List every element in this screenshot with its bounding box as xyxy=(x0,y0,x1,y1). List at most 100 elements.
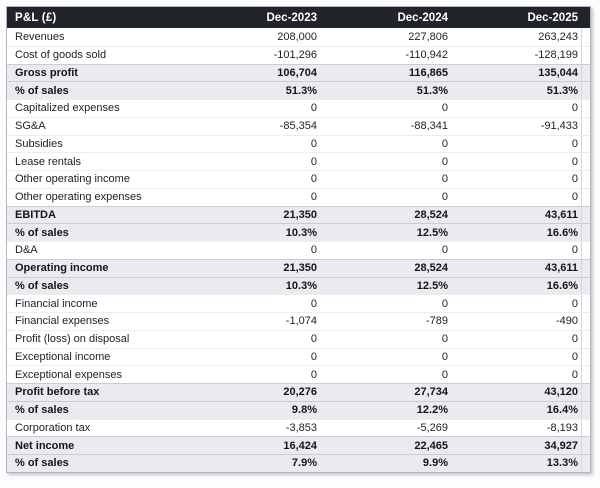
row-label: % of sales xyxy=(15,84,69,97)
cell-value: 0 xyxy=(310,102,317,115)
table-row: SG&A -85,354 -88,341 -91,433 xyxy=(7,116,590,135)
cell-value: 0 xyxy=(571,191,578,204)
cell-value: 10.3% xyxy=(285,226,317,239)
row-spacer xyxy=(581,437,590,454)
cell-value: 0 xyxy=(310,297,317,310)
column-header-dec-2024: Dec-2024 xyxy=(397,11,448,24)
cell-value: 43,611 xyxy=(544,262,578,275)
cell-value: -128,199 xyxy=(534,49,578,62)
cell-value: 0 xyxy=(310,368,317,381)
table-row: Other operating expenses 0 0 0 xyxy=(7,187,590,206)
cell-value: 208,000 xyxy=(277,30,317,43)
row-spacer xyxy=(581,384,590,401)
cell-value: 0 xyxy=(310,191,317,204)
table-row: Capitalized expenses 0 0 0 xyxy=(7,99,590,117)
table-title: P&L (£) xyxy=(15,11,57,24)
cell-value: 0 xyxy=(571,244,578,257)
cell-value: 7.9% xyxy=(291,457,317,470)
cell-value: 0 xyxy=(441,244,448,257)
cell-value: 27,734 xyxy=(414,386,448,399)
row-spacer xyxy=(581,224,590,241)
row-spacer xyxy=(581,242,590,259)
cell-value: 21,350 xyxy=(283,208,317,221)
cell-value: 16.4% xyxy=(546,404,578,417)
cell-value: 0 xyxy=(571,297,578,310)
cell-value: -85,354 xyxy=(279,120,317,133)
row-spacer xyxy=(581,153,590,170)
row-spacer xyxy=(581,366,590,383)
cell-value: 21,350 xyxy=(283,262,317,275)
row-label: % of sales xyxy=(15,226,69,239)
cell-value: 28,524 xyxy=(414,262,448,275)
cell-value: 116,865 xyxy=(408,66,448,79)
pnl-forecast-table: P&L (£) Dec-2023 Dec-2024 Dec-2025 Reven… xyxy=(6,6,591,473)
cell-value: -3,853 xyxy=(285,421,317,434)
row-spacer xyxy=(581,419,590,437)
row-label: Financial income xyxy=(15,297,98,310)
table-row: % of sales 10.3% 12.5% 16.6% xyxy=(7,223,590,241)
cell-value: 106,704 xyxy=(277,66,317,79)
column-header-dec-2025: Dec-2025 xyxy=(527,11,578,24)
cell-value: 12.2% xyxy=(416,404,448,417)
cell-value: 13.3% xyxy=(546,457,578,470)
row-label: EBITDA xyxy=(15,208,56,221)
row-spacer xyxy=(581,259,590,277)
cell-value: -490 xyxy=(555,315,578,328)
row-label: Exceptional expenses xyxy=(15,368,123,381)
row-spacer xyxy=(581,206,590,224)
row-spacer xyxy=(581,82,590,99)
table-row: Profit (loss) on disposal 0 0 0 xyxy=(7,329,590,348)
table-row: % of sales 7.9% 9.9% 13.3% xyxy=(7,454,590,472)
table-row: Corporation tax -3,853 -5,269 -8,193 xyxy=(7,418,590,437)
cell-value: 0 xyxy=(441,368,448,381)
row-spacer xyxy=(581,348,590,366)
cell-value: 0 xyxy=(571,368,578,381)
table-row: % of sales 10.3% 12.5% 16.6% xyxy=(7,276,590,295)
cell-value: -5,269 xyxy=(416,421,448,434)
table-row: Exceptional expenses 0 0 0 xyxy=(7,365,590,383)
cell-value: 12.5% xyxy=(416,226,448,239)
table-row: Financial income 0 0 0 xyxy=(7,294,590,312)
cell-value: -91,433 xyxy=(540,120,578,133)
cell-value: 16.6% xyxy=(546,279,578,292)
row-spacer xyxy=(581,313,590,330)
table-row: Cost of goods sold -101,296 -110,942 -12… xyxy=(7,45,590,64)
cell-value: -88,341 xyxy=(410,120,448,133)
cell-value: 51.3% xyxy=(285,84,317,97)
row-spacer xyxy=(581,46,590,64)
cell-value: 0 xyxy=(571,137,578,150)
row-label: Cost of goods sold xyxy=(15,49,107,62)
cell-value: -8,193 xyxy=(546,421,578,434)
cell-value: 12.5% xyxy=(416,279,448,292)
row-spacer xyxy=(581,100,590,117)
row-label: Subsidies xyxy=(15,137,63,150)
row-label: Capitalized expenses xyxy=(15,102,120,115)
table-row: % of sales 51.3% 51.3% 51.3% xyxy=(7,81,590,99)
cell-value: 0 xyxy=(571,155,578,168)
cell-value: 0 xyxy=(441,333,448,346)
cell-value: 0 xyxy=(310,244,317,257)
row-label: SG&A xyxy=(15,120,46,133)
cell-value: 227,806 xyxy=(408,30,448,43)
cell-value: 0 xyxy=(310,155,317,168)
row-spacer xyxy=(581,117,590,135)
cell-value: 0 xyxy=(310,173,317,186)
row-label: Other operating income xyxy=(15,173,130,186)
cell-value: 0 xyxy=(310,137,317,150)
row-spacer xyxy=(581,28,590,46)
row-label: Other operating expenses xyxy=(15,191,142,204)
cell-value: -110,942 xyxy=(405,49,448,62)
row-label: Gross profit xyxy=(15,66,78,79)
row-label: Operating income xyxy=(15,262,109,275)
table-row: Lease rentals 0 0 0 xyxy=(7,152,590,170)
row-label: Exceptional income xyxy=(15,350,111,363)
row-spacer xyxy=(581,135,590,153)
row-label: Net income xyxy=(15,439,75,452)
row-label: D&A xyxy=(15,244,38,257)
cell-value: 16,424 xyxy=(283,439,317,452)
cell-value: 0 xyxy=(441,191,448,204)
row-spacer xyxy=(581,188,590,206)
row-spacer xyxy=(581,277,590,295)
pnl-table-body: Revenues 208,000 227,806 263,243 Cost of… xyxy=(7,28,590,472)
table-row: Exceptional income 0 0 0 xyxy=(7,347,590,366)
